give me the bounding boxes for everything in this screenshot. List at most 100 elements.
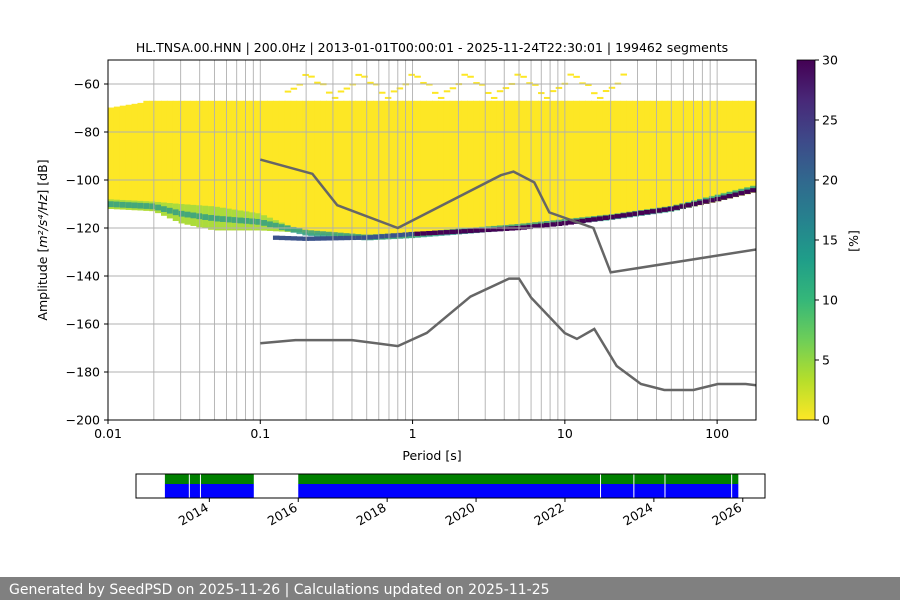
heatmap-cell xyxy=(691,100,698,207)
y-tick-label: −60 xyxy=(74,77,100,92)
heatmap-cell xyxy=(237,100,245,231)
heatmap-cell xyxy=(125,104,133,210)
heatmap-cell xyxy=(320,231,327,238)
heatmap-cell xyxy=(267,221,274,228)
heatmap-cell xyxy=(426,100,433,236)
x-tick-label: 10 xyxy=(557,426,573,441)
heatmap-cell xyxy=(408,231,415,237)
heatmap-cell xyxy=(166,207,174,214)
heatmap-cell xyxy=(155,204,162,211)
heatmap-cell xyxy=(473,228,480,233)
timeline-ticks: 2014 2016 2018 2020 2022 2024 2026 xyxy=(176,498,744,529)
heatmap-cell xyxy=(620,213,627,218)
heatmap-cell xyxy=(426,230,433,236)
heatmap-cell xyxy=(679,204,686,209)
heatmap-cell xyxy=(626,100,633,217)
heatmap-cell xyxy=(673,205,681,210)
heatmap-cell xyxy=(485,100,492,231)
heatmap-cell xyxy=(231,217,239,223)
heatmap-cell xyxy=(278,224,286,230)
heatmap-cell xyxy=(414,231,421,236)
heatmap-cell xyxy=(461,229,468,234)
heatmap-cell xyxy=(161,100,168,216)
heatmap-cell xyxy=(443,100,451,235)
heatmap-cell xyxy=(349,100,357,239)
heatmap-cell xyxy=(408,73,415,76)
heatmap-cell xyxy=(296,83,303,86)
heatmap-cell xyxy=(302,73,309,76)
heatmap-cell xyxy=(202,100,209,229)
heatmap-cell xyxy=(702,100,710,204)
heatmap-cell xyxy=(337,100,345,237)
heatmap-cell xyxy=(214,215,221,222)
heatmap-cell xyxy=(726,100,734,199)
heatmap-cell xyxy=(708,198,716,203)
colorbar-tick-label: 5 xyxy=(822,353,830,368)
heatmap-cell xyxy=(325,236,333,241)
y-axis-label-prefix: Amplitude [ xyxy=(35,248,50,321)
heatmap-cell xyxy=(567,73,574,76)
heatmap-cell xyxy=(108,201,115,208)
heatmap-cell xyxy=(355,73,362,76)
y-axis-label-units: m²/s⁴/Hz xyxy=(35,194,50,248)
heatmap-cell xyxy=(137,202,144,209)
colorbar-tick-label: 30 xyxy=(822,53,838,68)
heatmap-cell xyxy=(655,100,663,213)
heatmap-cell xyxy=(479,228,486,233)
x-tick-label: 0.01 xyxy=(94,426,122,441)
heatmap-cell xyxy=(320,100,327,235)
heatmap-cell xyxy=(744,100,751,195)
heatmap-cell xyxy=(308,75,315,78)
heatmap-cell xyxy=(549,222,557,227)
heatmap-cell xyxy=(585,84,592,87)
plot-axes: 0.01 0.1 1 10 100 −60 −80 −100 −120 −140 −160 −180 −… xyxy=(66,77,729,442)
heatmap-cell xyxy=(620,73,627,76)
heatmap-cell xyxy=(579,82,586,85)
heatmap-cell xyxy=(190,100,197,226)
heatmap-cell xyxy=(638,100,645,215)
timeline-availability-bottom xyxy=(164,484,254,498)
timeline-availability-top xyxy=(164,474,254,484)
heatmap-cell xyxy=(644,210,651,215)
heatmap-cell xyxy=(337,90,345,93)
heatmap-cell xyxy=(190,212,197,219)
heatmap-cell xyxy=(708,100,716,203)
heatmap-cell xyxy=(396,232,404,238)
timeline-tick-label: 2024 xyxy=(620,500,655,529)
heatmap-cell xyxy=(296,236,303,241)
heatmap-cell xyxy=(567,100,574,223)
heatmap-cell xyxy=(420,81,427,84)
heatmap-cell xyxy=(325,91,333,94)
heatmap-cell xyxy=(178,210,186,217)
heatmap-cell xyxy=(302,100,309,233)
heatmap-cell xyxy=(290,226,298,233)
heatmap-cell xyxy=(426,83,433,86)
heatmap-cell xyxy=(284,90,292,93)
heatmap-cell xyxy=(644,100,651,215)
heatmap-cell xyxy=(732,192,739,197)
heatmap-cell xyxy=(367,100,374,240)
heatmap-cell xyxy=(373,100,380,240)
heatmap-cell xyxy=(473,82,480,85)
heatmap-cell xyxy=(125,202,133,208)
heatmap-cell xyxy=(685,100,692,208)
heatmap-cell xyxy=(532,224,539,229)
heatmap-cell xyxy=(337,235,345,241)
heatmap-cell xyxy=(567,220,574,225)
heatmap-cell xyxy=(149,100,156,212)
heatmap-cell xyxy=(608,100,616,219)
heatmap-cell xyxy=(184,100,192,225)
heatmap-cell xyxy=(202,214,209,220)
heatmap-cell xyxy=(261,220,268,226)
heatmap-cell xyxy=(432,230,439,235)
heatmap-cell xyxy=(284,235,292,241)
heatmap-cell xyxy=(496,226,504,232)
colorbar-tick-label: 25 xyxy=(822,113,838,128)
heatmap-cell xyxy=(390,233,398,238)
heatmap-cell xyxy=(649,100,657,214)
heatmap-cell xyxy=(331,232,339,238)
heatmap-cell xyxy=(461,73,468,76)
heatmap-cell xyxy=(549,100,557,225)
heatmap-cell xyxy=(420,100,427,237)
heatmap-cell xyxy=(750,100,756,193)
